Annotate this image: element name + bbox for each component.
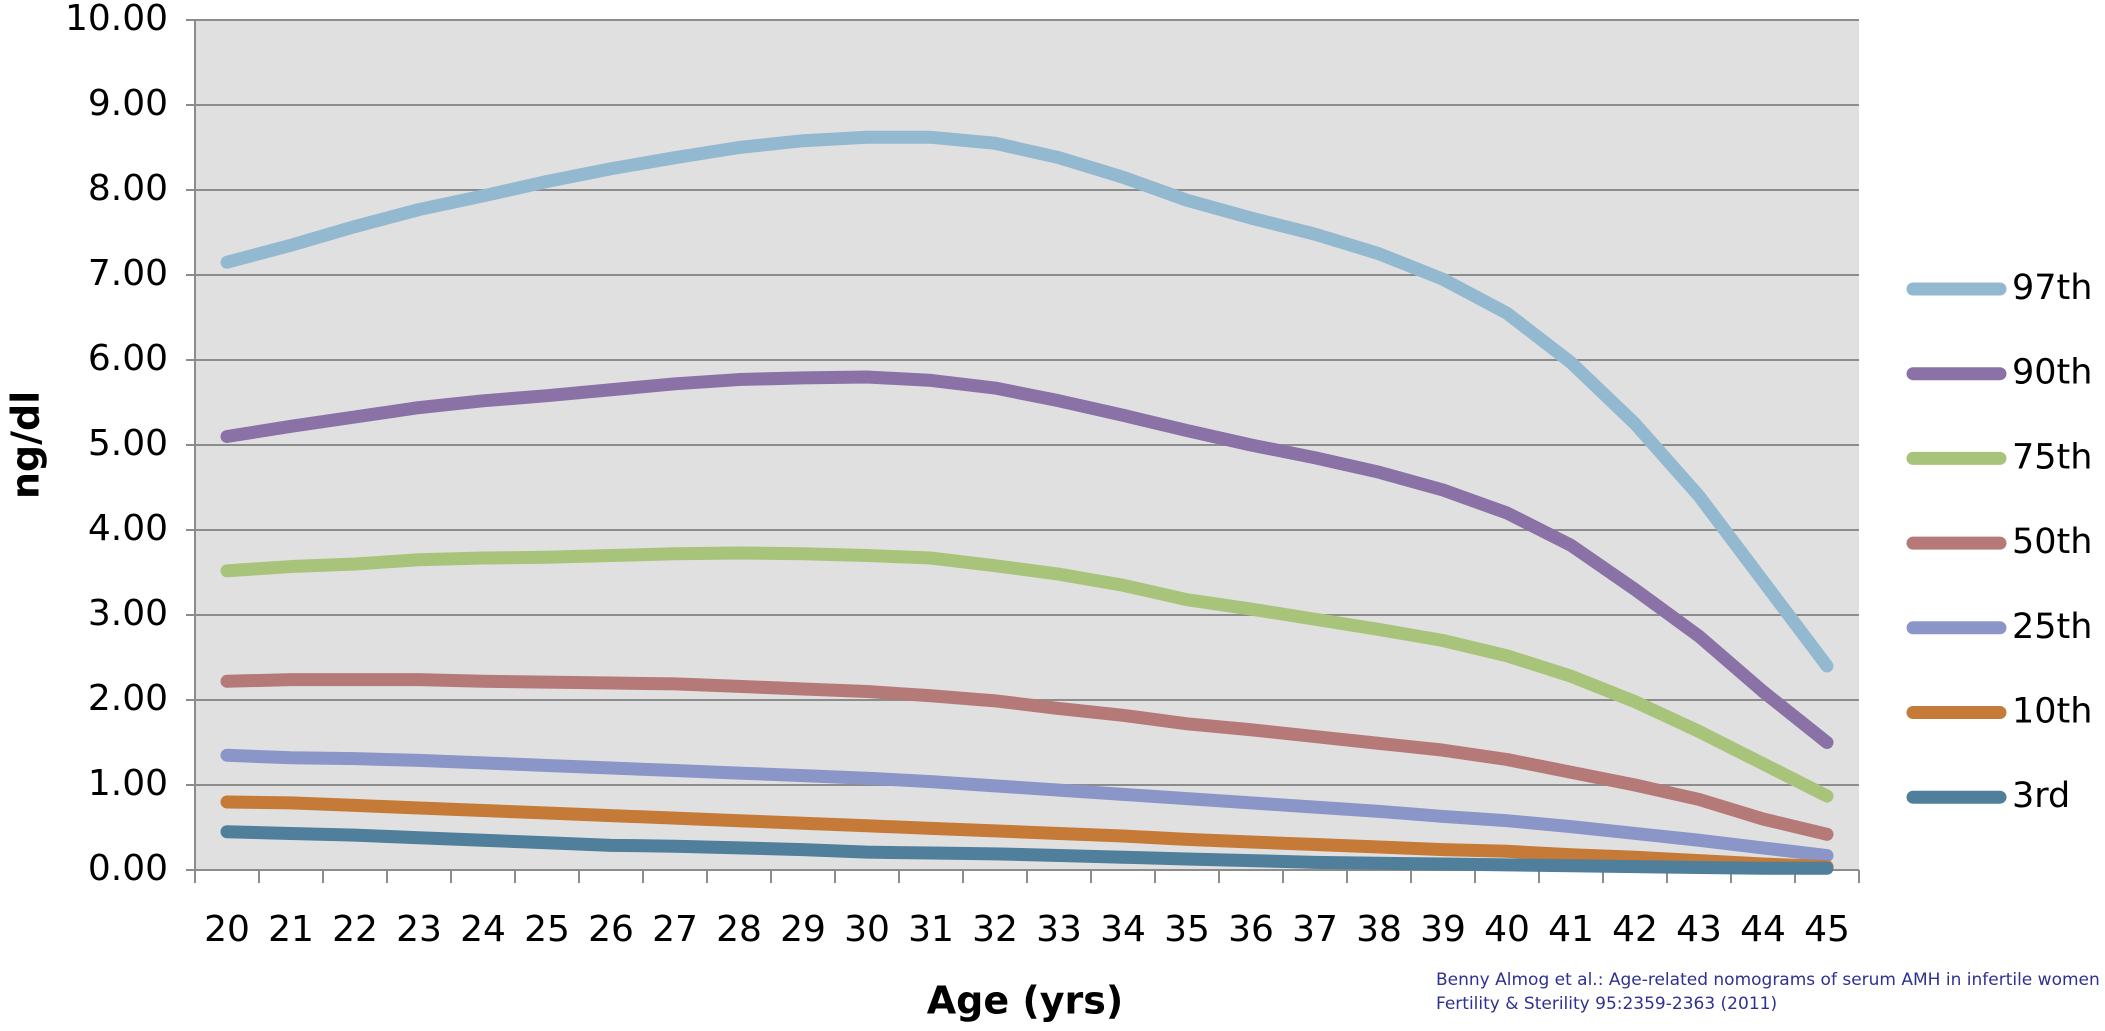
x-tick-label: 34 [1100, 909, 1146, 950]
x-tick-label: 29 [780, 909, 826, 950]
legend-label: 10th [2012, 692, 2092, 732]
source-line: Benny Almog et al.: Age-related nomogram… [1436, 970, 2100, 990]
x-tick-label: 38 [1356, 909, 1402, 950]
x-tick-label: 32 [972, 909, 1018, 950]
y-tick-label: 7.00 [88, 253, 168, 294]
y-tick-label: 6.00 [88, 338, 168, 379]
y-tick-label: 1.00 [88, 763, 168, 804]
legend-label: 50th [2012, 522, 2092, 562]
x-tick-label: 25 [524, 909, 570, 950]
y-tick-label: 8.00 [88, 168, 168, 209]
x-tick-label: 26 [588, 909, 634, 950]
legend-label: 3rd [2012, 776, 2070, 816]
x-tick-label: 40 [1484, 909, 1530, 950]
x-tick-label: 27 [652, 909, 698, 950]
legend-label: 75th [2012, 437, 2092, 477]
series-line [220, 825, 1834, 875]
x-tick-label: 23 [396, 909, 442, 950]
y-axis-title: ng/dl [4, 391, 48, 499]
y-tick-label: 3.00 [88, 593, 168, 634]
x-tick-label: 22 [332, 909, 378, 950]
y-tick-label: 4.00 [88, 508, 168, 549]
x-tick-label: 37 [1292, 909, 1338, 950]
x-tick-label: 35 [1164, 909, 1210, 950]
x-tick-label: 20 [204, 909, 250, 950]
x-tick-label: 39 [1420, 909, 1466, 950]
series-line [220, 546, 1834, 803]
x-tick-label: 43 [1676, 909, 1722, 950]
x-tick-label: 44 [1740, 909, 1786, 950]
series-line [220, 370, 1834, 749]
legend-label: 90th [2012, 353, 2092, 393]
y-tick-label: 2.00 [88, 678, 168, 719]
y-tick-label: 9.00 [88, 83, 168, 124]
source-line: Fertility & Sterility 95:2359-2363 (2011… [1436, 994, 1777, 1014]
x-tick-label: 41 [1548, 909, 1594, 950]
y-tick-label: 10.00 [65, 0, 168, 39]
x-tick-label: 42 [1612, 909, 1658, 950]
legend-label: 97th [2012, 268, 2092, 308]
legend-label: 25th [2012, 607, 2092, 647]
x-tick-label: 21 [268, 909, 314, 950]
x-tick-label: 28 [716, 909, 762, 950]
x-tick-label: 36 [1228, 909, 1274, 950]
x-tick-label: 45 [1804, 909, 1850, 950]
x-tick-label: 33 [1036, 909, 1082, 950]
y-tick-label: 5.00 [88, 423, 168, 464]
x-axis-title: Age (yrs) [927, 979, 1123, 1023]
series-line [220, 673, 1834, 841]
series-line [220, 130, 1834, 673]
y-tick-label: 0.00 [88, 848, 168, 889]
series-line [220, 748, 1834, 863]
x-tick-label: 24 [460, 909, 506, 950]
x-tick-label: 31 [908, 909, 954, 950]
series-line [220, 795, 1834, 874]
x-tick-label: 30 [844, 909, 890, 950]
